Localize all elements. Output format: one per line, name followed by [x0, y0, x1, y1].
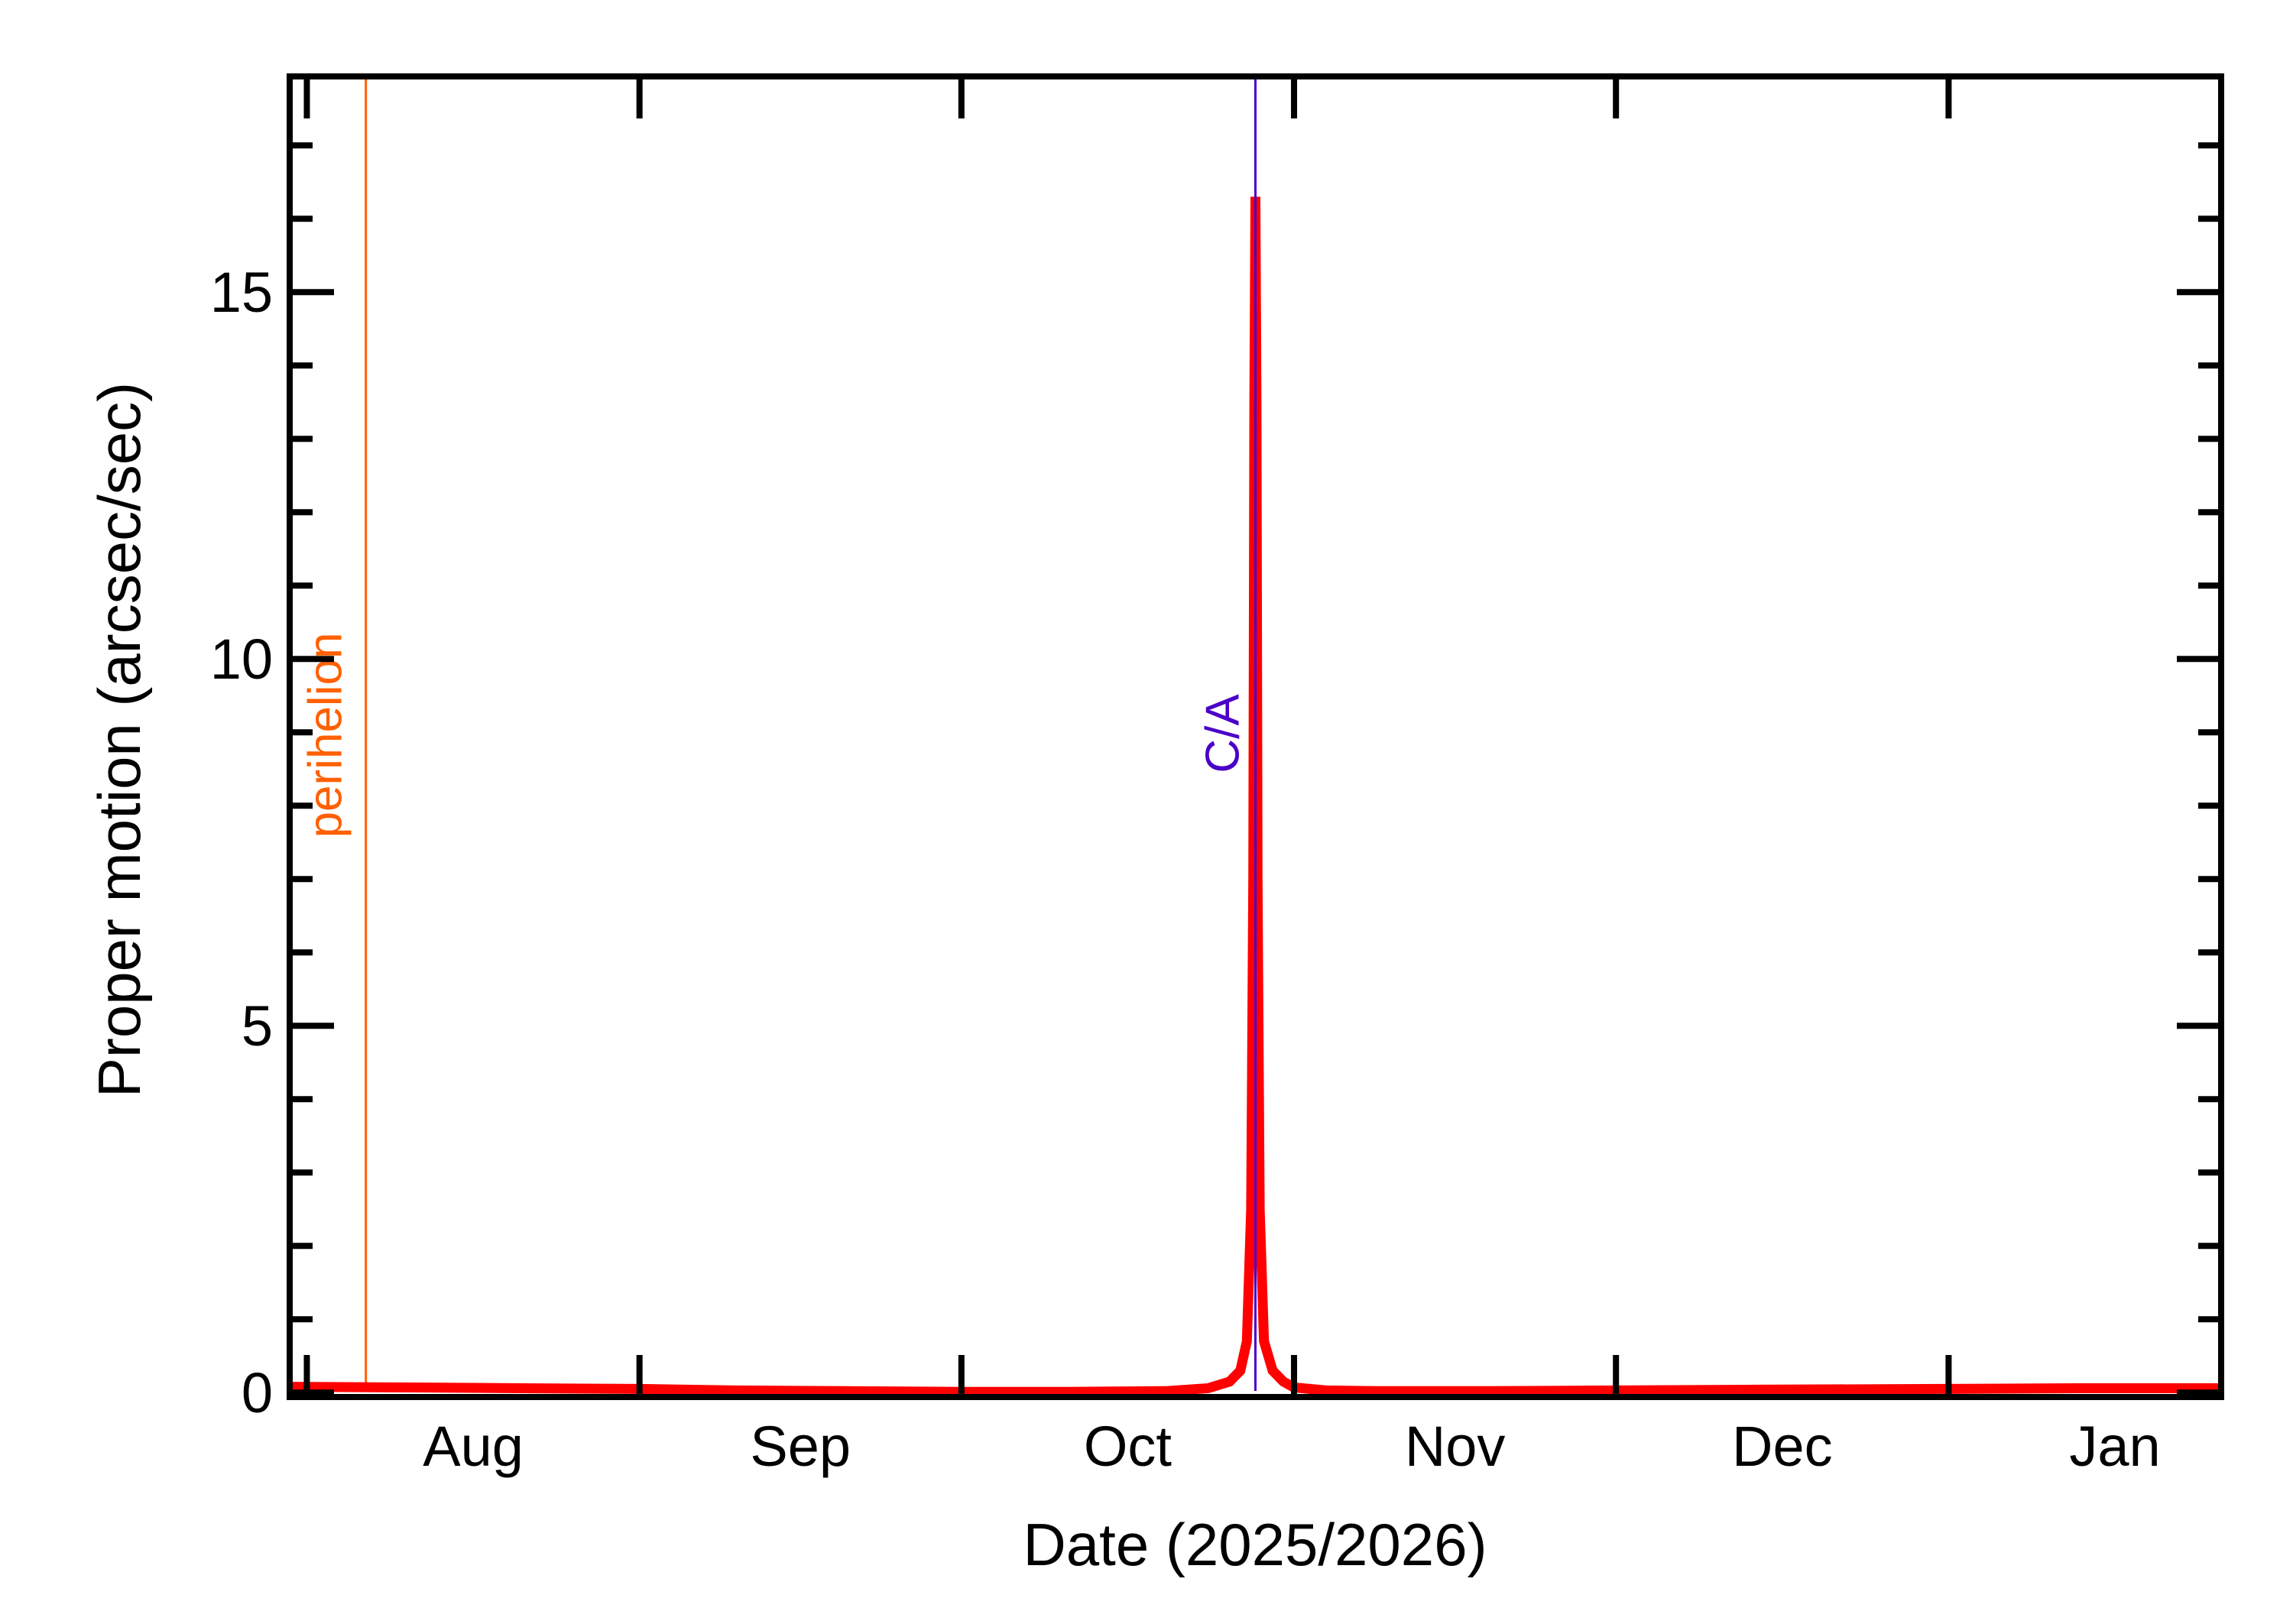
close-approach-label: C/A — [1197, 694, 1250, 773]
x-axis-title: Date (2025/2026) — [1023, 1511, 1487, 1578]
plot-frame — [287, 73, 2224, 1400]
x-month-label: Dec — [1732, 1415, 1833, 1478]
x-month-label: Nov — [1405, 1415, 1506, 1478]
tick-labels: 0 5 10 15 Aug Sep Oct Nov Dec Jan — [210, 261, 2161, 1478]
axis-ticks — [290, 76, 2221, 1397]
y-tick-label: 10 — [210, 627, 273, 691]
y-tick-label: 15 — [210, 261, 273, 324]
x-month-label: Jan — [2069, 1415, 2160, 1478]
y-tick-label: 5 — [242, 994, 273, 1058]
data-series-layer — [289, 76, 2221, 1397]
x-month-label: Oct — [1084, 1415, 1172, 1478]
y-tick-label: 0 — [242, 1361, 273, 1425]
x-month-label: Aug — [423, 1415, 524, 1478]
x-month-label: Sep — [750, 1415, 851, 1478]
y-axis-title: Proper motion (arcsec/sec) — [86, 382, 153, 1097]
